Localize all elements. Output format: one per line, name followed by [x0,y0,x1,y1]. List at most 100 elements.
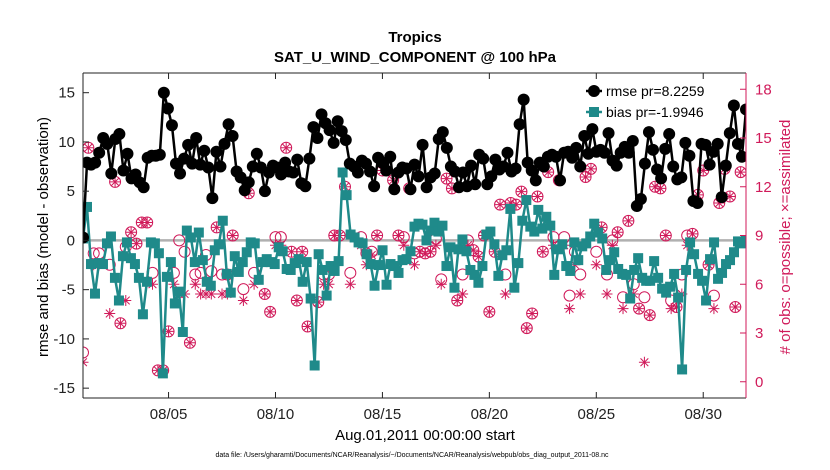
rmse-point [691,197,704,209]
obs-possible-marker [344,266,357,279]
footnote: data file: /Users/gharamti/Documents/NCA… [215,452,609,459]
bias-point [485,226,496,237]
rmse-point [105,167,118,180]
obs-assimilated-marker [601,288,613,300]
bias-point [321,290,332,301]
y-tick-label-right: 0 [755,374,763,391]
rmse-point [327,136,340,149]
y-tick-label-left: 15 [58,85,75,102]
rmse-point [731,137,744,150]
bias-point [113,295,124,306]
obs-assimilated-marker [83,142,94,154]
rmse-point [299,180,312,193]
rmse-point [457,166,470,179]
obs-assimilated-marker [392,230,404,241]
rmse-point [311,132,324,144]
bias-point [381,279,392,290]
rmse-point [501,146,514,159]
obs-assimilated-marker [125,226,137,238]
rmse-point [206,192,219,205]
bias-point [169,298,180,309]
rmse-point [182,138,195,151]
bias-point [89,288,100,299]
bias-point [589,218,600,229]
obs-assimilated-marker [398,239,410,251]
bias-point [105,231,116,242]
rmse-point [727,99,740,112]
rmse-point [469,178,482,191]
obs-assimilated-marker [521,322,533,334]
bias-point [477,261,488,272]
obs-possible-marker [178,245,191,258]
bias-point [313,249,324,260]
obs-possible-marker [574,268,587,281]
bias-point [693,268,704,279]
chart-title: Tropics [388,29,441,46]
bias-point [581,238,592,249]
obs-assimilated-marker [280,142,292,154]
bias-point [665,281,676,292]
y-tick-label-left: -5 [62,282,75,299]
bias-point [101,238,112,249]
legend: rmse pr=8.2259 bias pr=-1.9946 [586,83,705,120]
rmse-point [412,170,425,183]
rmse-point [218,137,231,150]
rmse-point [222,118,235,131]
bias-point [585,231,596,242]
rmse-point [384,150,397,163]
obs-assimilated-marker [537,246,549,258]
bias-point [633,253,644,264]
rmse-point [420,181,433,194]
bias-point [333,256,344,267]
rmse-point [679,136,692,149]
obs-assimilated-marker [644,309,656,321]
rmse-point [323,124,336,137]
bias-point [661,287,672,298]
bias-point [193,227,204,238]
axes: 08/05 08/10 08/15 08/20 08/25 08/30 -15 -10 -5 0 5… [53,72,772,423]
bias-point [237,257,248,268]
obs-assimilated-marker [633,303,645,315]
obs-assimilated-marker [590,259,602,271]
bias-point [121,237,132,248]
bias-point [97,259,108,270]
bias-point [197,255,208,266]
y-tick-label-right: 12 [755,179,772,196]
bias-point [365,259,376,270]
bias-point [361,249,372,260]
bias-point [457,234,468,245]
bias-point [373,260,384,271]
bias-point [125,253,136,264]
rmse-point [161,102,174,115]
bias-point [653,272,664,283]
bias-point [605,255,616,266]
bias-point [393,267,404,278]
obs-assimilated-marker [141,217,153,228]
rmse-point [331,115,344,128]
rmse-point [622,146,635,159]
obs-assimilated-marker [531,191,543,202]
bias-point [401,254,412,265]
bias-point [433,226,444,237]
bias-point [357,238,368,249]
rmse-point [137,181,150,194]
rmse-point [465,159,478,172]
bias-point [389,261,400,272]
bias-point [565,265,576,276]
rmse-point [477,152,490,165]
obs-assimilated-marker [435,278,447,290]
bias-point [709,237,720,248]
rmse-point [529,174,542,187]
bias-point [293,254,304,265]
rmse-point [440,141,453,154]
obs-assimilated-marker [735,166,746,178]
obs-assimilated-marker [729,301,741,313]
rmse-point [174,167,187,180]
bias-point [713,273,724,284]
obs-possible-marker [173,234,186,247]
bias-point [573,255,584,266]
bias-point [133,272,144,283]
y-tick-label-left: -15 [53,380,75,397]
y-tick-label-right: 18 [755,81,772,98]
bias-point [253,274,264,285]
